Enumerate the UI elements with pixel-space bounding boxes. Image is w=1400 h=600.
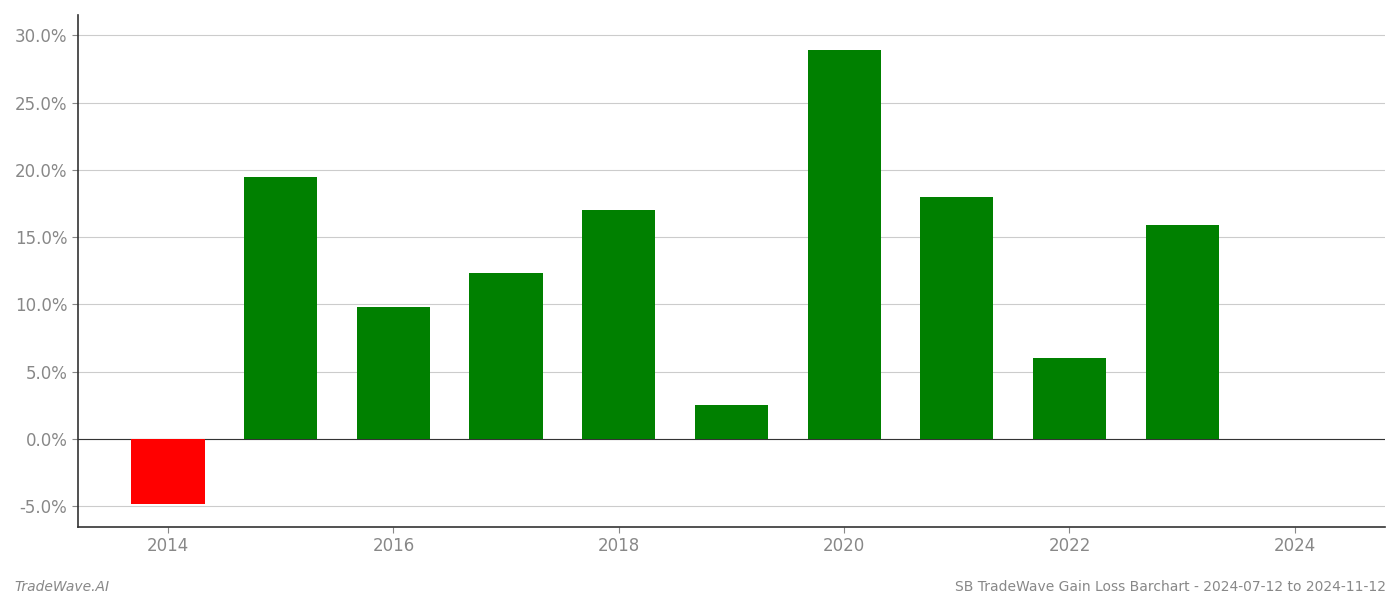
- Bar: [132, 439, 204, 503]
- Bar: [920, 197, 994, 439]
- Bar: [1145, 225, 1219, 439]
- Bar: [357, 307, 430, 439]
- Bar: [694, 406, 769, 439]
- Bar: [1033, 358, 1106, 439]
- Text: SB TradeWave Gain Loss Barchart - 2024-07-12 to 2024-11-12: SB TradeWave Gain Loss Barchart - 2024-0…: [955, 580, 1386, 594]
- Bar: [808, 50, 881, 439]
- Text: TradeWave.AI: TradeWave.AI: [14, 580, 109, 594]
- Bar: [244, 176, 318, 439]
- Bar: [582, 210, 655, 439]
- Bar: [469, 274, 543, 439]
